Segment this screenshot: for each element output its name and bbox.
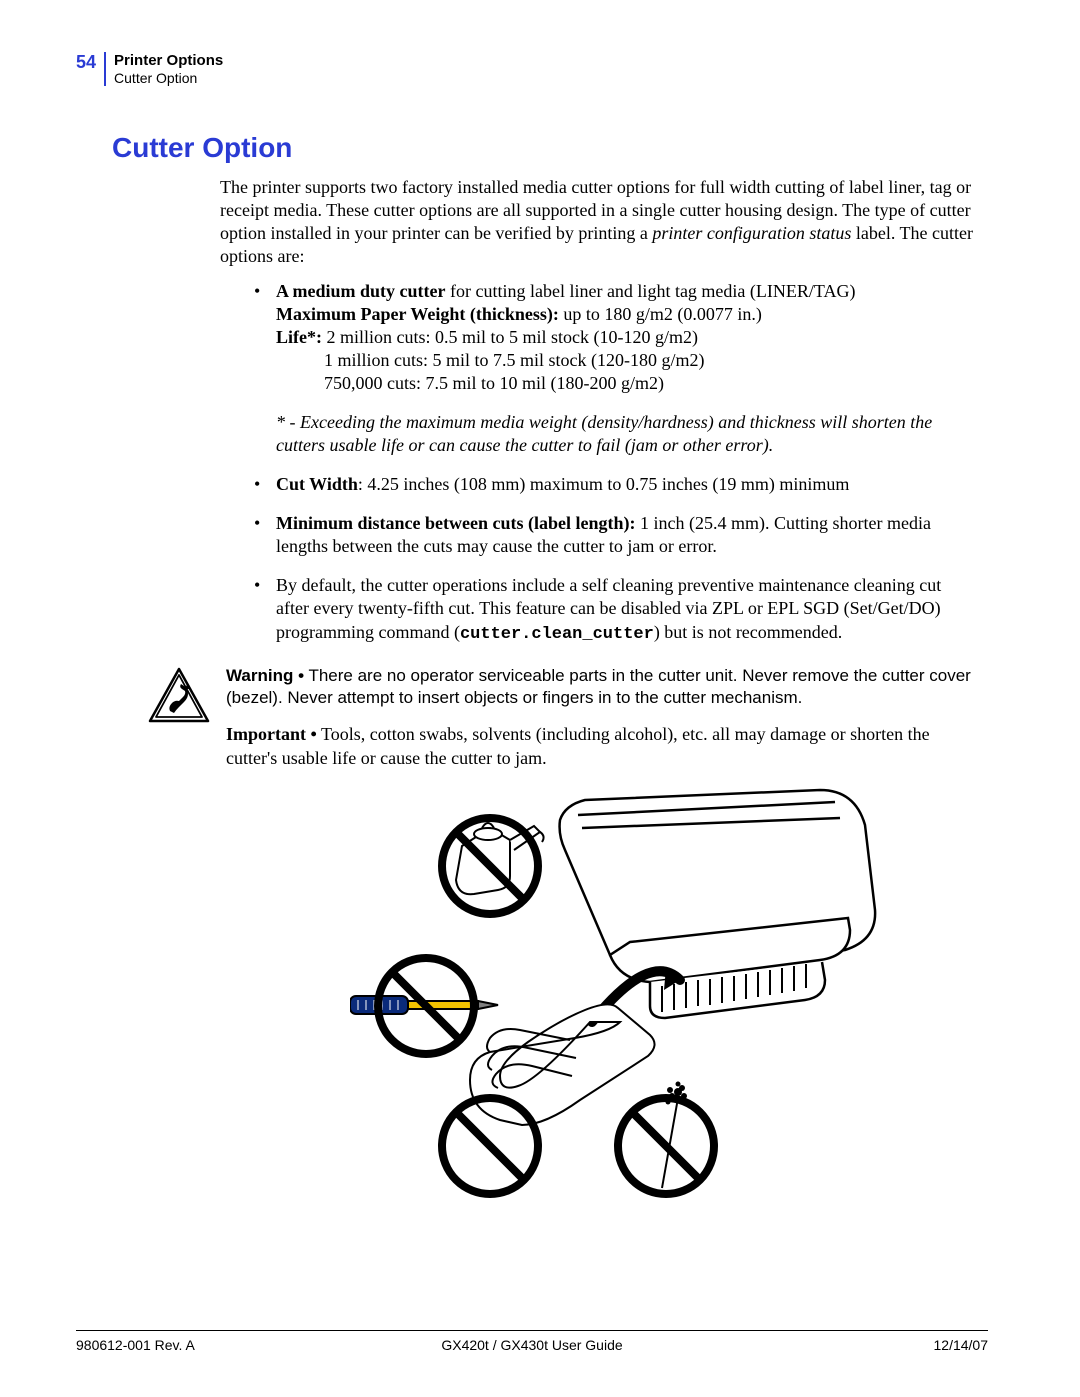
warning-triangle-icon bbox=[148, 667, 210, 725]
bullet-1: A medium duty cutter for cutting label l… bbox=[254, 280, 978, 457]
b1-text3: 2 million cuts: 0.5 mil to 5 mil stock (… bbox=[322, 327, 698, 347]
warning-paragraph: Warning • There are no operator servicea… bbox=[226, 665, 978, 709]
page-header: 54 Printer Options Cutter Option bbox=[76, 52, 988, 86]
b1-text2: up to 180 g/m2 (0.0077 in.) bbox=[559, 304, 762, 324]
b1-note: * - Exceeding the maximum media weight (… bbox=[276, 411, 978, 457]
important-label: Important • bbox=[226, 724, 317, 744]
important-body: Tools, cotton swabs, solvents (including… bbox=[226, 724, 930, 767]
b4-code: cutter.clean_cutter bbox=[460, 625, 654, 644]
important-paragraph: Important • Tools, cotton swabs, solvent… bbox=[226, 723, 978, 770]
bullet-2: Cut Width: 4.25 inches (108 mm) maximum … bbox=[254, 473, 978, 496]
b1-label2: Maximum Paper Weight (thickness): bbox=[276, 304, 559, 324]
b1-text1: for cutting label liner and light tag me… bbox=[446, 281, 856, 301]
prohibit-swab bbox=[618, 1098, 714, 1194]
printer-outline bbox=[560, 790, 876, 1022]
b2-text: : 4.25 inches (108 mm) maximum to 0.75 i… bbox=[358, 474, 849, 494]
b1-indent2: 750,000 cuts: 7.5 mil to 10 mil (180-200… bbox=[324, 372, 978, 395]
warning-block: Warning • There are no operator servicea… bbox=[148, 665, 978, 782]
warning-body: There are no operator serviceable parts … bbox=[226, 666, 971, 707]
b1-label1: A medium duty cutter bbox=[276, 281, 446, 301]
b4-text2: ) but is not recommended. bbox=[654, 622, 842, 642]
cutter-illustration bbox=[350, 780, 890, 1200]
b2-label: Cut Width bbox=[276, 474, 358, 494]
b1-indent1: 1 million cuts: 5 mil to 7.5 mil stock (… bbox=[324, 349, 978, 372]
footer-center: GX420t / GX430t User Guide bbox=[441, 1337, 622, 1353]
b1-label3: Life*: bbox=[276, 327, 322, 347]
bullet-3: Minimum distance between cuts (label len… bbox=[254, 512, 978, 558]
hand-outline bbox=[470, 1004, 655, 1125]
content-body: The printer supports two factory install… bbox=[220, 176, 978, 782]
intro-italic: printer configuration status bbox=[652, 223, 851, 243]
page-number: 54 bbox=[76, 52, 96, 73]
section-title: Printer Options bbox=[114, 52, 223, 69]
header-titles: Printer Options Cutter Option bbox=[114, 52, 223, 86]
intro-paragraph: The printer supports two factory install… bbox=[220, 176, 978, 268]
footer-right: 12/14/07 bbox=[934, 1337, 989, 1353]
bullet-list: A medium duty cutter for cutting label l… bbox=[254, 280, 978, 645]
bullet-4: By default, the cutter operations includ… bbox=[254, 574, 978, 645]
warning-label: Warning • bbox=[226, 666, 304, 685]
warning-texts: Warning • There are no operator servicea… bbox=[226, 665, 978, 782]
footer-rule bbox=[76, 1330, 988, 1331]
subsection-title: Cutter Option bbox=[114, 70, 223, 86]
footer-row: 980612-001 Rev. A GX420t / GX430t User G… bbox=[76, 1337, 988, 1353]
header-divider bbox=[104, 52, 106, 86]
main-heading: Cutter Option bbox=[112, 132, 988, 164]
page-footer: 980612-001 Rev. A GX420t / GX430t User G… bbox=[76, 1330, 988, 1353]
footer-left: 980612-001 Rev. A bbox=[76, 1337, 195, 1353]
b3-label: Minimum distance between cuts (label len… bbox=[276, 513, 635, 533]
